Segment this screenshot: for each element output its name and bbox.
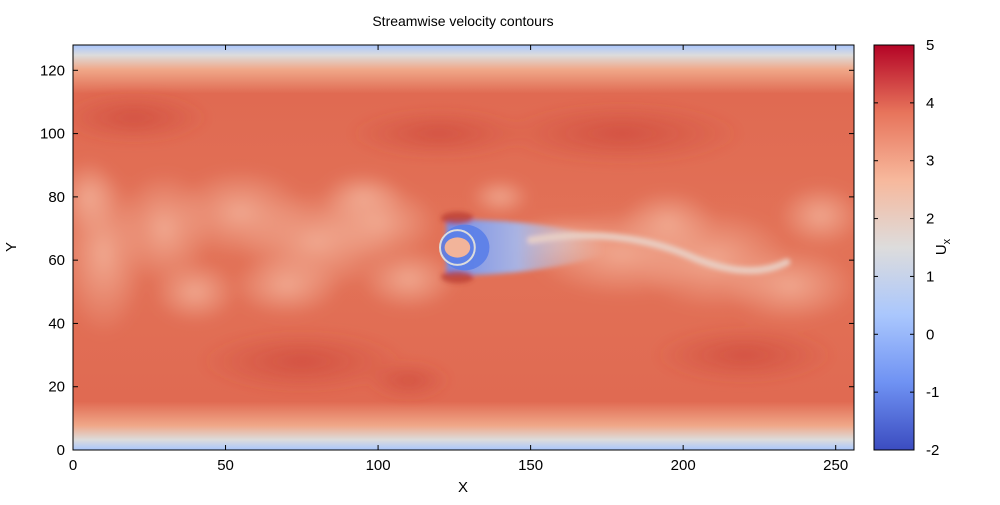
colorbar-label-main: U	[933, 244, 950, 255]
colorbar-tick-label: -1	[926, 384, 939, 401]
y-axis-ticks: 0 20 40 60 80 100 120	[40, 62, 854, 459]
colorbar-tick-label: 4	[926, 95, 934, 112]
wake-region	[440, 211, 791, 284]
y-tick-label: 20	[48, 379, 65, 396]
dark-region	[198, 329, 406, 394]
light-region	[469, 177, 531, 216]
light-region	[73, 158, 119, 235]
colorbar-ticks: 5 4 3 2 1 0 -1 -2	[874, 37, 939, 459]
colorbar-label: Ux	[933, 238, 953, 255]
x-tick-label: 200	[671, 457, 696, 474]
shear-top	[440, 211, 474, 225]
shear-bottom	[440, 270, 474, 284]
colorbar-tick-label: 3	[926, 153, 934, 170]
turbulent-structures	[73, 92, 854, 400]
colorbar-tick-label: 1	[926, 268, 934, 285]
light-region	[320, 171, 406, 223]
x-tick-label: 150	[518, 457, 543, 474]
y-tick-label: 120	[40, 62, 65, 79]
light-region	[152, 260, 238, 324]
y-tick-label: 60	[48, 252, 65, 269]
colorbar-tick-label: -2	[926, 442, 939, 459]
y-tick-label: 80	[48, 189, 65, 206]
plot-frame	[72, 44, 855, 451]
light-region	[231, 253, 342, 318]
dark-region	[73, 92, 211, 144]
light-region	[722, 247, 854, 324]
x-tick-label: 100	[366, 457, 391, 474]
dark-region	[347, 108, 531, 159]
light-region	[777, 184, 854, 248]
obstacle-core	[444, 237, 471, 258]
y-tick-label: 0	[57, 442, 65, 459]
x-tick-label: 0	[69, 457, 77, 474]
dark-region	[652, 326, 836, 384]
x-tick-label: 50	[217, 457, 234, 474]
x-tick-label: 250	[823, 457, 848, 474]
y-tick-label: 100	[40, 126, 65, 143]
colorbar-tick-label: 0	[926, 326, 934, 343]
wake-streak	[527, 232, 791, 274]
chart-title: Streamwise velocity contours	[372, 13, 553, 29]
obstacle-outline	[439, 229, 476, 266]
dark-region	[500, 101, 745, 166]
x-axis-ticks: 0 50 100 150 200 250	[69, 45, 848, 474]
colorbar-frame	[873, 44, 915, 451]
colorbar	[874, 45, 914, 450]
colorbar-tick-label: 2	[926, 211, 934, 228]
colorbar-tick-label: 5	[926, 37, 934, 54]
light-region	[619, 190, 717, 254]
x-axis-label: X	[458, 479, 468, 496]
colorbar-label-sub: x	[941, 238, 953, 244]
light-region	[359, 247, 458, 311]
y-tick-label: 40	[48, 315, 65, 332]
y-axis-label: Y	[3, 242, 20, 252]
dark-region	[365, 361, 452, 400]
heatmap-field	[73, 45, 854, 450]
